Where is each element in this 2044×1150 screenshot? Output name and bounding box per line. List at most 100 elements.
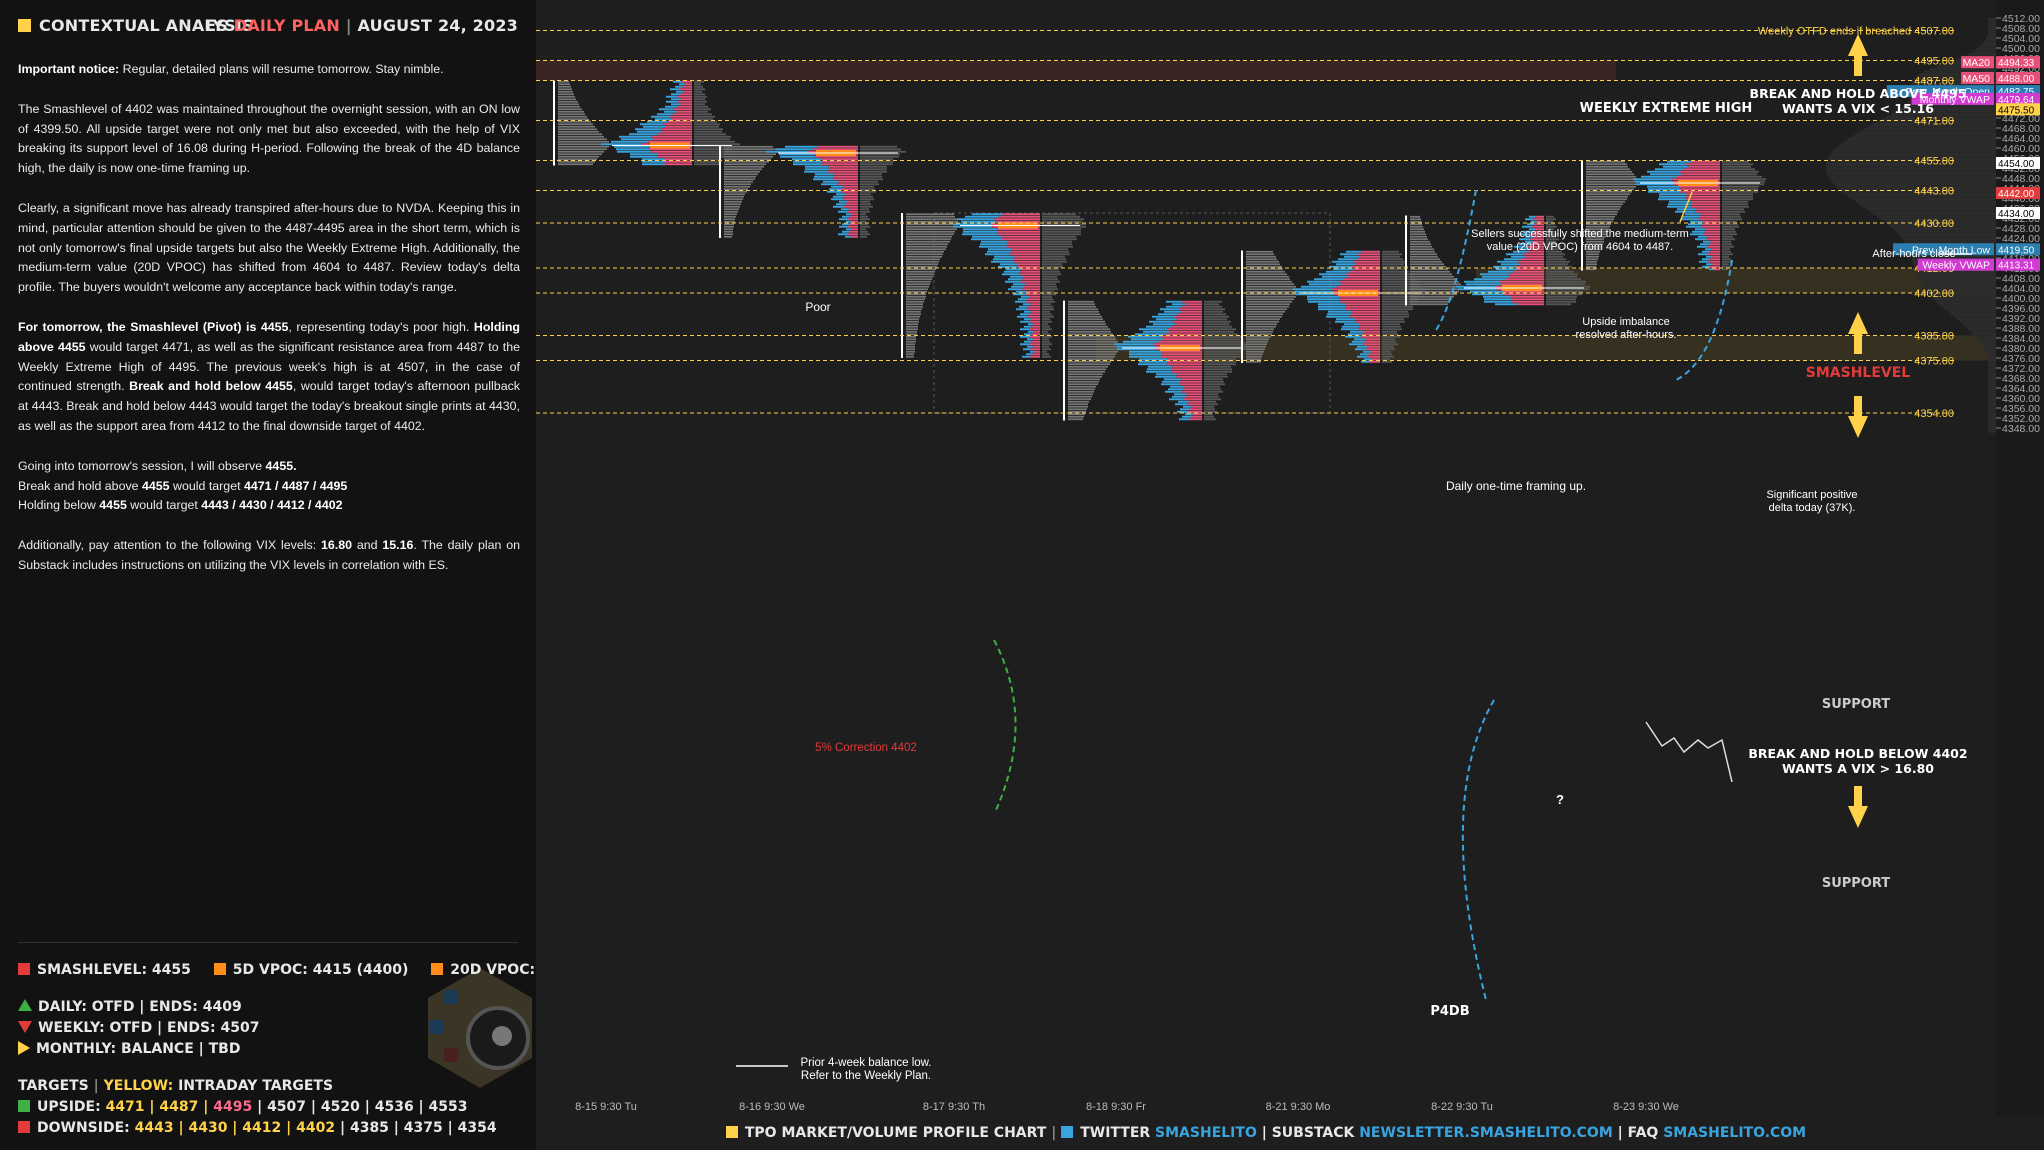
footer-newsletter-link[interactable]: NEWSLETTER.SMASHELITO.COM <box>1359 1125 1613 1141</box>
volume-bar-sell <box>998 215 1040 218</box>
volume-bar-buy <box>1659 195 1687 198</box>
volume-bar-buy <box>1024 340 1032 343</box>
footer-square-blue-icon <box>1061 1126 1074 1138</box>
composite-volume-bar <box>1988 360 1996 363</box>
delta-bar <box>694 83 701 86</box>
delta-bar <box>1722 258 1731 261</box>
volume-bar-buy <box>1019 305 1029 308</box>
composite-volume-bar <box>1975 335 1996 338</box>
composite-volume-bar <box>1987 35 1996 38</box>
delta-bar <box>1042 218 1084 221</box>
tpo-letters-row <box>724 215 736 218</box>
volume-bar-buy <box>1346 250 1362 253</box>
volume-bar-sell <box>1371 358 1380 361</box>
y-tick-label: 4428.00 <box>2002 223 2040 235</box>
tpo-letters-row <box>1410 295 1454 298</box>
tpo-letters-row <box>1068 323 1106 326</box>
volume-bar-sell <box>1032 345 1040 348</box>
delta-bar <box>860 233 870 236</box>
tpo-letters-row <box>1246 345 1266 348</box>
composite-volume-bar <box>1981 43 1996 46</box>
volume-bar-sell <box>651 135 692 138</box>
delta-bar <box>1204 325 1232 328</box>
tpo-letters-row <box>906 320 919 323</box>
volume-bar-buy <box>651 115 670 118</box>
delta-bar <box>1204 388 1221 391</box>
volume-bar-buy <box>1024 318 1032 321</box>
tpo-letters-row <box>724 208 739 211</box>
composite-volume-bar <box>1988 418 1996 421</box>
footer-twitter-handle[interactable]: SMASHELITO <box>1155 1125 1257 1141</box>
composite-volume-bar <box>1988 20 1996 23</box>
tpo-letters-row <box>1068 405 1088 408</box>
tpo-letters-row <box>906 228 957 231</box>
volume-bar-buy <box>1705 248 1712 251</box>
tpo-letters-row <box>906 323 918 326</box>
volume-bar-buy <box>1015 300 1027 303</box>
volume-bar-buy <box>827 190 841 193</box>
delta-bar <box>1042 308 1054 311</box>
delta-bar <box>1204 398 1221 401</box>
volume-bar-sell <box>1166 363 1202 366</box>
composite-volume-bar <box>1886 115 1996 118</box>
volume-bar-sell <box>682 85 692 88</box>
delta-bar <box>1722 185 1759 188</box>
volume-bar-sell <box>1710 265 1720 268</box>
tpo-letters-row <box>906 243 948 246</box>
delta-bar <box>860 223 868 226</box>
volume-bar-buy <box>1340 253 1358 256</box>
volume-bar-sell <box>851 228 858 231</box>
tpo-letters-row <box>906 240 950 243</box>
level-label: 4375.00 <box>1914 356 1954 368</box>
composite-volume-bar <box>1947 310 1996 313</box>
volume-bar-buy <box>833 205 845 208</box>
volume-bar-sell <box>1505 278 1544 281</box>
composite-volume-bar <box>1910 83 1996 86</box>
delta-bar <box>1204 338 1240 341</box>
volume-bar-sell <box>1709 243 1720 246</box>
volume-bar-buy <box>1168 388 1184 391</box>
delta-bar <box>860 230 868 233</box>
delta-bar <box>1042 273 1061 276</box>
delta-bar <box>1546 303 1571 306</box>
composite-volume-bar <box>1915 75 1996 78</box>
delta-bar <box>694 115 715 118</box>
delta-bar <box>1382 320 1405 323</box>
volume-bar-sell <box>1014 255 1040 258</box>
tpo-letters-row <box>906 340 916 343</box>
delta-bar <box>1204 330 1234 333</box>
prior-balance-1: Prior 4-week balance low. <box>800 1057 931 1069</box>
tpo-letters-row <box>558 158 597 161</box>
volume-bar-sell <box>1027 315 1040 318</box>
delta-bar <box>694 133 726 136</box>
volume-bar-sell <box>849 230 858 233</box>
volume-bar-sell <box>834 173 858 176</box>
p5-bold-b: 4455. <box>265 458 297 473</box>
volume-bar-buy <box>1318 303 1346 306</box>
volume-bar-buy <box>621 138 653 141</box>
tpo-letters-row <box>558 148 607 151</box>
level-label: 4471.00 <box>1914 116 1954 128</box>
volume-bar-buy <box>842 223 850 226</box>
p5-l3d: 4443 / 4430 / 4412 / 4402 <box>201 498 343 513</box>
tpo-letters-row <box>558 80 569 83</box>
support-label-upper: SUPPORT <box>1822 697 1890 712</box>
tpo-letters-row <box>906 230 955 233</box>
tpo-letters-row <box>1586 205 1621 208</box>
tpo-letters-row <box>1068 370 1105 373</box>
volume-bar-buy <box>1183 405 1192 408</box>
delta-bar <box>1382 340 1396 343</box>
delta-bar <box>1546 273 1578 276</box>
volume-bar-buy <box>839 218 848 221</box>
tpo-letters-row <box>1068 390 1094 393</box>
volume-bar-sell <box>1361 250 1380 253</box>
volume-bar-buy <box>637 130 662 133</box>
tpo-letters-row <box>724 233 733 236</box>
delta-bar <box>1722 253 1733 256</box>
tpo-letters-row <box>1068 418 1083 421</box>
tpo-letters-row <box>724 210 738 213</box>
footer-site-link[interactable]: SMASHELITO.COM <box>1663 1125 1807 1141</box>
volume-bar-sell <box>851 213 858 216</box>
volume-bar-sell <box>664 160 692 163</box>
volume-bar-buy <box>1658 198 1686 201</box>
